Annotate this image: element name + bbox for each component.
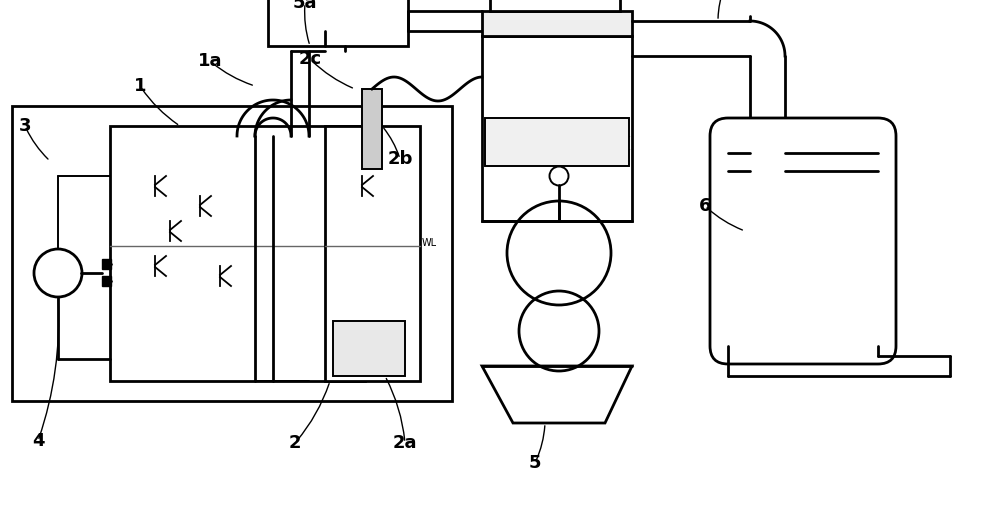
FancyBboxPatch shape (710, 118, 896, 364)
Bar (268, 0, 408, 46)
Bar (102, 276, 111, 286)
Bar (333, 321, 405, 376)
Bar (325, 126, 420, 381)
Text: 1: 1 (134, 77, 146, 95)
Text: 2b: 2b (387, 150, 413, 168)
Text: 2: 2 (289, 434, 301, 452)
Bar (110, 126, 365, 381)
Text: 5: 5 (529, 454, 541, 472)
Bar (482, 11, 632, 36)
Text: 3: 3 (19, 117, 31, 135)
Text: WL: WL (422, 238, 437, 248)
Bar (102, 259, 111, 269)
Text: 6: 6 (699, 197, 711, 215)
Bar (12, 106, 452, 401)
Text: 4: 4 (32, 432, 44, 450)
Text: 2c: 2c (298, 50, 322, 68)
Bar (362, 89, 382, 169)
Text: 2a: 2a (393, 434, 417, 452)
Polygon shape (482, 366, 632, 423)
Text: 5a: 5a (293, 0, 317, 12)
Text: 1a: 1a (198, 52, 222, 70)
Bar (490, 0, 620, 11)
Bar (482, 36, 632, 221)
Bar (485, 118, 629, 166)
